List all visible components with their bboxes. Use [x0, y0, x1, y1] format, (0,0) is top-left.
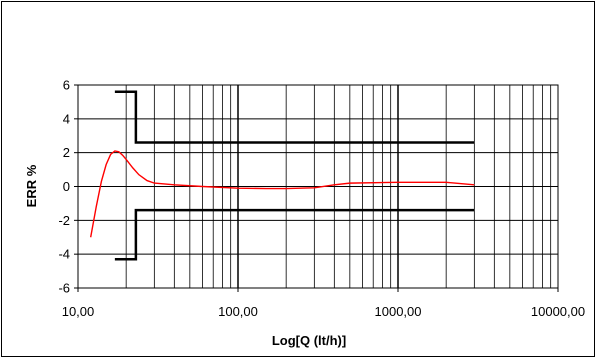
x-tick-label: 1000,00 [375, 304, 422, 319]
y-tick-label: -4 [58, 247, 70, 262]
series-layer [89, 90, 475, 261]
y-tick-label: 4 [63, 111, 70, 126]
gridlines [74, 84, 559, 292]
y-tick-label: 6 [63, 78, 70, 93]
y-tick-labels: 6 4 2 0 -2 -4 -6 [58, 78, 70, 296]
upper-limit-line [114, 90, 475, 144]
x-tick-labels: 10,00 100,00 1000,00 10000,00 [62, 304, 585, 319]
error-curve [89, 150, 475, 238]
lower-limit-line [114, 208, 475, 261]
y-tick-label: 0 [63, 179, 70, 194]
plot-area [77, 84, 559, 289]
y-axis-label: ERR % [24, 164, 39, 207]
x-tick-label: 100,00 [218, 304, 258, 319]
y-tick-label: -2 [58, 213, 70, 228]
y-tick-label: -6 [58, 281, 70, 296]
x-tick-label: 10000,00 [531, 304, 585, 319]
x-axis-label: Log[Q (lt/h)] [272, 333, 346, 348]
y-tick-label: 2 [63, 145, 70, 160]
x-tick-label: 10,00 [62, 304, 95, 319]
